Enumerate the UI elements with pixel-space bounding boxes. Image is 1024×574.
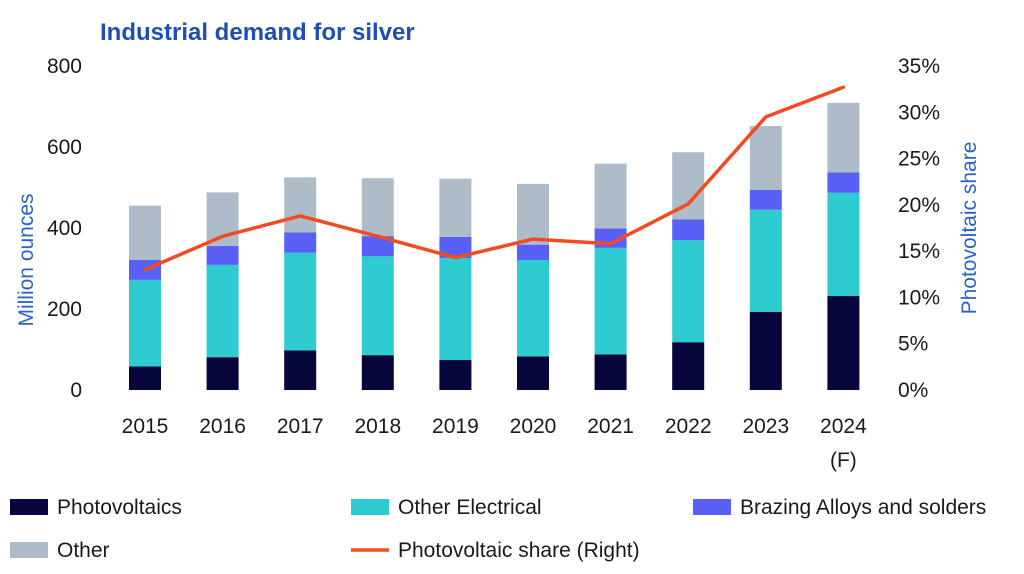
bar-other-electrical-2017	[284, 252, 317, 351]
y2-tick-label: 15%	[898, 240, 940, 263]
bar-photovoltaics-2021	[594, 354, 627, 390]
y2-tick-label: 10%	[898, 286, 940, 309]
x-tick-label: 2015	[122, 415, 169, 438]
bar-photovoltaics-2016	[206, 357, 239, 390]
y2-tick-label: 30%	[898, 101, 940, 124]
legend-label: Brazing Alloys and solders	[740, 496, 986, 519]
y-tick-label: 0	[70, 379, 82, 402]
y-tick-label: 800	[47, 55, 82, 78]
x-tick-label: 2019	[432, 415, 479, 438]
bar-other-2019	[439, 178, 472, 237]
y-tick-label: 400	[47, 217, 82, 240]
legend-swatch	[10, 542, 48, 558]
bar-other-electrical-2023	[749, 209, 782, 312]
chart-title: Industrial demand for silver	[100, 19, 415, 46]
x-tick-label: 2016	[199, 415, 246, 438]
bar-photovoltaics-2020	[517, 356, 549, 390]
bar-other-electrical-2021	[594, 247, 627, 355]
bar-other-2020	[517, 183, 549, 245]
bar-brazing-alloys-and-solders-2023	[749, 189, 782, 210]
bar-photovoltaics-2023	[749, 311, 782, 390]
y-axis-ticks: 0 200 400 600 800	[47, 55, 82, 402]
bar-photovoltaics-2019	[439, 360, 472, 390]
bar-other-electrical-2020	[517, 259, 549, 357]
x-tick-label: 2024	[820, 415, 867, 438]
legend-label: Other	[57, 539, 110, 562]
bar-photovoltaics-2018	[361, 355, 394, 390]
x-tick-label: 2023	[742, 415, 789, 438]
legend-swatch	[10, 499, 48, 515]
legend-label: Other Electrical	[398, 496, 542, 519]
y2-axis-ticks: 0% 5% 10% 15% 20% 25% 30% 35%	[898, 55, 940, 402]
bar-other-electrical-2019	[439, 257, 472, 361]
bar-brazing-alloys-and-solders-2018	[361, 236, 394, 257]
x-tick-label: 2021	[587, 415, 634, 438]
y2-tick-label: 25%	[898, 148, 940, 171]
y-axis-title: Million ounces	[15, 193, 38, 326]
bar-photovoltaics-2022	[672, 342, 705, 390]
bar-brazing-alloys-and-solders-2016	[206, 245, 239, 265]
bar-other-electrical-2024	[827, 192, 860, 297]
bar-other-electrical-2018	[361, 256, 394, 356]
x-tick-label: 2017	[277, 415, 324, 438]
bar-other-2017	[284, 177, 317, 233]
y-tick-label: 600	[47, 136, 82, 159]
line-series	[143, 85, 846, 272]
bar-other-2021	[594, 163, 627, 229]
y2-tick-label: 35%	[898, 55, 940, 78]
legend-swatch	[351, 499, 389, 515]
x-tick-sublabel: (F)	[830, 449, 857, 472]
x-tick-label: 2020	[510, 415, 557, 438]
bar-brazing-alloys-and-solders-2024	[827, 172, 860, 193]
bar-photovoltaics-2024	[827, 296, 860, 390]
bar-brazing-alloys-and-solders-2019	[439, 236, 472, 258]
bar-other-2018	[361, 178, 394, 237]
bar-other-electrical-2015	[129, 279, 161, 367]
bar-other-electrical-2022	[672, 240, 705, 343]
y-tick-label: 200	[47, 298, 82, 321]
x-tick-label: 2022	[665, 415, 712, 438]
legend-label: Photovoltaic share (Right)	[398, 539, 640, 562]
x-tick-label: 2018	[354, 415, 401, 438]
y2-tick-label: 0%	[898, 379, 928, 402]
bar-brazing-alloys-and-solders-2017	[284, 232, 317, 253]
bar-other-2023	[749, 125, 782, 190]
bar-brazing-alloys-and-solders-2020	[517, 244, 549, 260]
y2-tick-label: 5%	[898, 333, 928, 356]
y2-tick-label: 20%	[898, 194, 940, 217]
bar-photovoltaics-2015	[129, 366, 161, 390]
bar-photovoltaics-2017	[284, 350, 317, 390]
bar-brazing-alloys-and-solders-2022	[672, 219, 705, 241]
bar-other-2015	[129, 205, 161, 260]
y2-axis-title: Photovoltaic share	[958, 142, 981, 315]
bar-other-electrical-2016	[206, 264, 239, 358]
legend-label: Photovoltaics	[57, 496, 182, 519]
photovoltaic-share-line	[143, 85, 846, 272]
bar-other-2024	[827, 102, 860, 173]
bar-series	[129, 102, 860, 390]
legend: Photovoltaics Other Electrical Brazing All…	[10, 496, 986, 562]
x-axis-ticks: 2015 2016 2017 2018 2019 2020 2021 2022 2023 2024…	[122, 415, 867, 472]
legend-swatch	[693, 499, 731, 515]
